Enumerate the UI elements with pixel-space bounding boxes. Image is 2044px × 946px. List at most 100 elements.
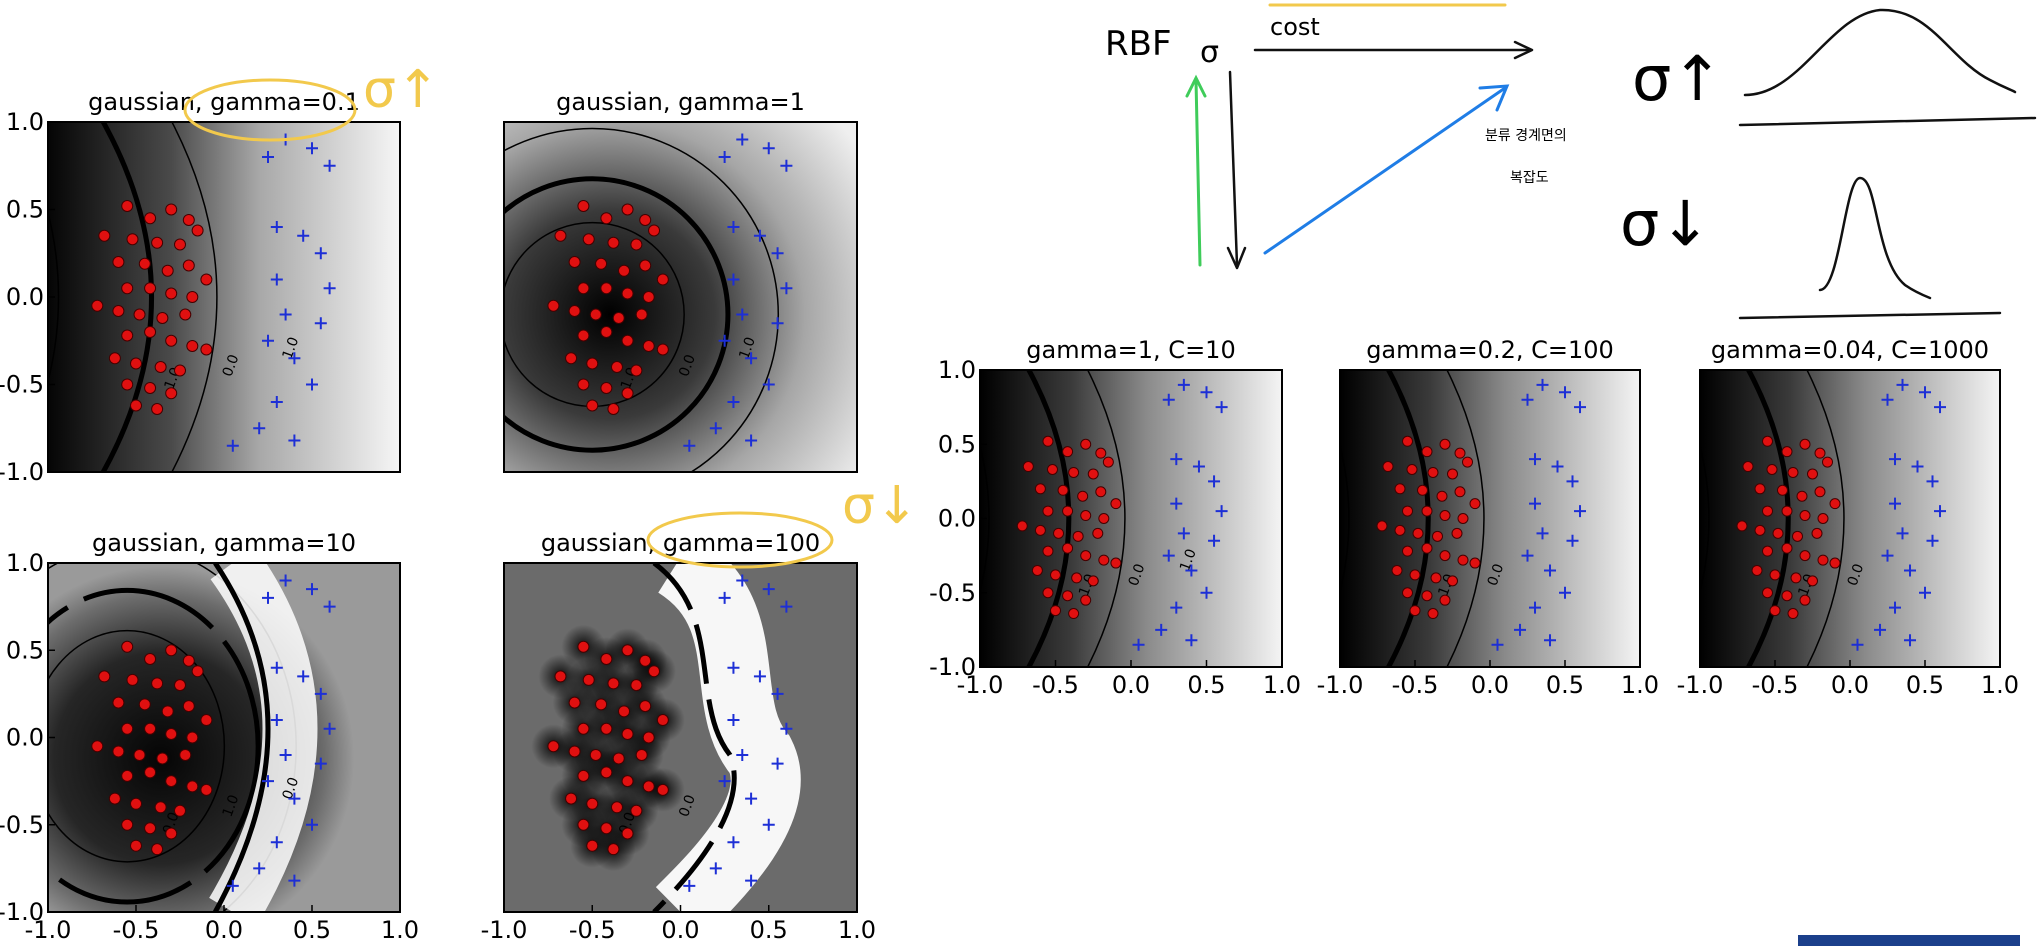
panel-contents: 0.0 0.0 [531,563,801,912]
negative-point [91,740,104,753]
negative-point [648,665,661,678]
negative-point [595,698,608,711]
negative-point [582,233,595,246]
positive-point [727,396,740,408]
positive-point [736,133,749,146]
negative-point [1068,608,1080,620]
decision-boundary [504,176,731,453]
positive-point [279,574,292,587]
positive-point [297,229,310,242]
negative-point [589,308,602,321]
negative-point [165,203,178,216]
positive-point [709,862,722,875]
negative-point [138,698,151,711]
positive-point [1185,634,1198,647]
chart-panel-5: -1.0 0.0 1.0 gamma=1, C=10 1.0 0.5 0.0 -0.5 -1.0… [929,336,1301,699]
positive-point [270,273,283,286]
negative-point [182,259,195,272]
positive-point [1170,497,1183,510]
negative-point [1421,446,1433,458]
negative-point [121,329,134,342]
handwritten-annotations: RBF σ cost 분류 경계면의 복잡도 σ↑ σ↓ σ↑ σ↓ [183,3,2037,569]
negative-point [639,259,652,272]
contour-label: 1.0 [1177,547,1200,573]
negative-point [582,673,595,686]
x-tick-label: 1.0 [838,916,876,944]
positive-point [771,247,784,260]
positive-point [1200,386,1213,399]
negative-point [1050,569,1061,581]
sigma-down-arrow-line [1228,70,1239,267]
positive-region [655,563,801,912]
negative-point [1781,590,1793,602]
negative-point [1457,554,1469,566]
negative-point [1457,513,1469,524]
positive-point [1574,401,1586,414]
contour-label: 0.0 [220,352,243,378]
negative-point [1427,466,1439,478]
decision-boundary [1745,370,1791,667]
negative-point [639,654,652,667]
negative-point [1095,447,1107,459]
positive-point [253,422,266,435]
negative-point [1829,498,1841,510]
positive-point [1926,534,1939,547]
negative-point [1754,524,1766,536]
negative-point [1439,438,1451,450]
positive-point [753,229,766,242]
positive-point [780,159,793,172]
negative-point [186,731,199,744]
positive-point [314,317,327,330]
negative-point [610,801,623,814]
x-tick-label: 0.5 [750,916,788,944]
negative-point [1454,486,1466,498]
negative-point [133,748,146,761]
negative-point [1031,564,1043,576]
positive-point [762,818,775,831]
negative-point [586,797,599,810]
positive-point [262,334,274,347]
negative-point [165,728,178,741]
positive-point [1529,497,1541,510]
positive-point [718,151,731,163]
negative-point [1087,468,1099,480]
negative-point [156,312,169,324]
positive-point [1529,453,1541,466]
negative-point [1781,446,1793,458]
negative-point [600,822,613,835]
negative-point [156,752,169,765]
negative-point [577,329,590,342]
negative-point [1016,520,1028,532]
negative-point [1799,510,1811,522]
positive-point [1919,586,1931,599]
y-tick-label: 0.5 [6,196,44,224]
negative-point [554,670,567,683]
y-tick-label: 0.5 [6,636,44,664]
negative-point [179,748,192,761]
margin-contour [171,122,218,472]
negative-point [600,652,613,665]
positive-point [727,661,740,674]
negative-point [174,364,186,377]
positive-point [1185,564,1198,577]
negative-point [1077,490,1089,502]
positive-point [253,862,266,875]
wide-bell-curve [1743,8,2017,97]
negative-point [1080,550,1092,562]
negative-point [1762,545,1773,557]
x-tick-label: 0.0 [1112,671,1150,699]
decision-boundary [1385,370,1431,667]
decision-boundary [652,563,737,912]
negative-point [130,399,142,412]
negative-point [607,403,620,415]
negative-point [1095,486,1107,498]
negative-point [112,256,125,268]
positive-point [1162,549,1175,562]
negative-point [1751,564,1763,576]
y-tick-label: -1.0 [929,653,976,681]
positive-point [306,818,318,831]
negative-point [586,839,599,852]
negative-point [191,224,204,237]
negative-point [1421,542,1433,554]
positive-point [1208,534,1221,547]
